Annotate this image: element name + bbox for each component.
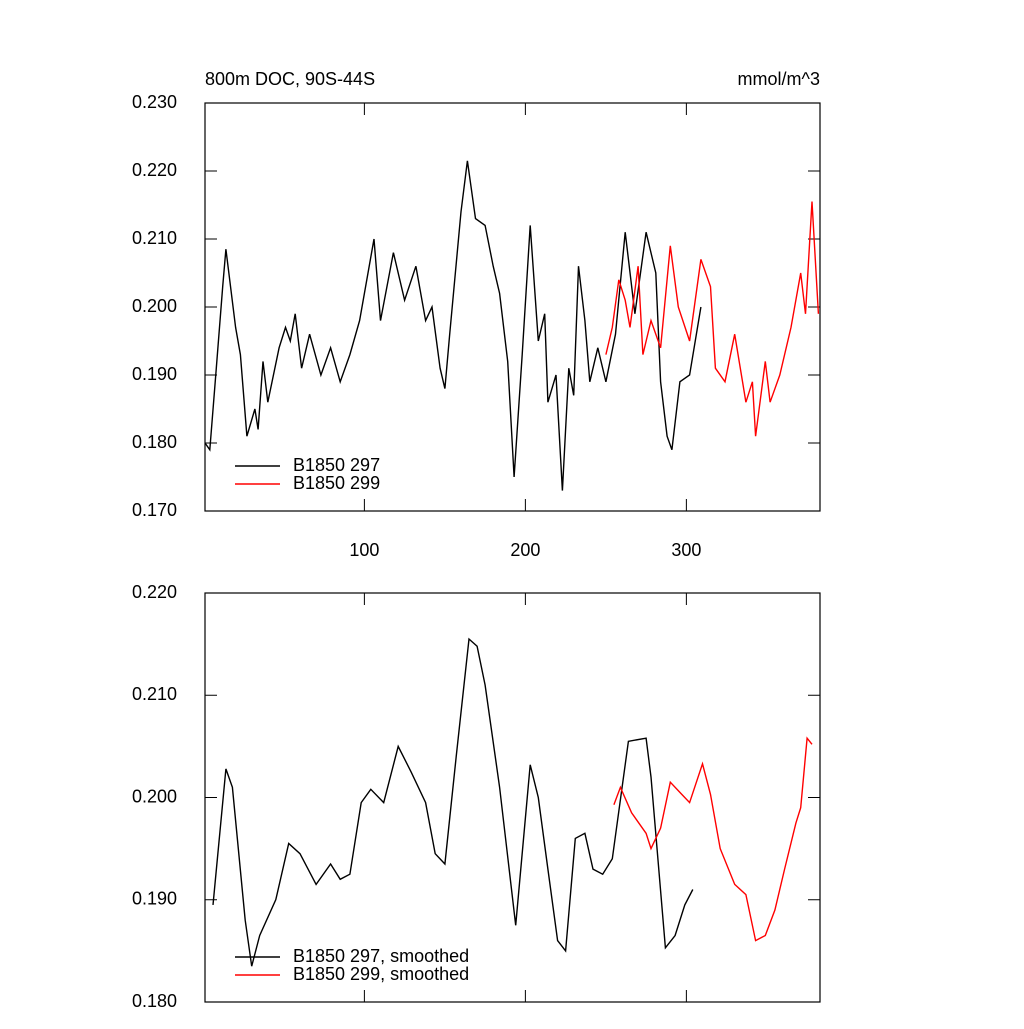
chart-title: 800m DOC, 90S-44S <box>205 69 375 89</box>
y-tick-label: 0.190 <box>132 889 177 909</box>
plot-frame <box>204 592 821 1003</box>
y-tick-label: 0.230 <box>132 92 177 112</box>
line-series <box>204 160 702 491</box>
y-tick-label: 0.210 <box>132 684 177 704</box>
y-tick-label: 0.210 <box>132 228 177 248</box>
legend-label: B1850 299, smoothed <box>293 964 469 984</box>
y-tick-label: 0.180 <box>132 432 177 452</box>
legend-label: B1850 299 <box>293 473 380 493</box>
y-tick-label: 0.170 <box>132 500 177 520</box>
y-tick-label: 0.220 <box>132 160 177 180</box>
line-series <box>605 201 820 437</box>
y-tick-label: 0.200 <box>132 296 177 316</box>
y-tick-label: 0.180 <box>132 991 177 1011</box>
legend-label: B1850 297, smoothed <box>293 946 469 966</box>
x-tick-label: 100 <box>349 540 379 560</box>
legend-label: B1850 297 <box>293 455 380 475</box>
x-tick-label: 200 <box>510 540 540 560</box>
units-label: mmol/m^3 <box>738 69 820 89</box>
line-series <box>613 736 813 942</box>
y-tick-label: 0.220 <box>132 582 177 602</box>
x-tick-label: 300 <box>671 540 701 560</box>
y-tick-label: 0.200 <box>132 786 177 806</box>
y-tick-label: 0.190 <box>132 364 177 384</box>
line-series <box>212 637 694 967</box>
